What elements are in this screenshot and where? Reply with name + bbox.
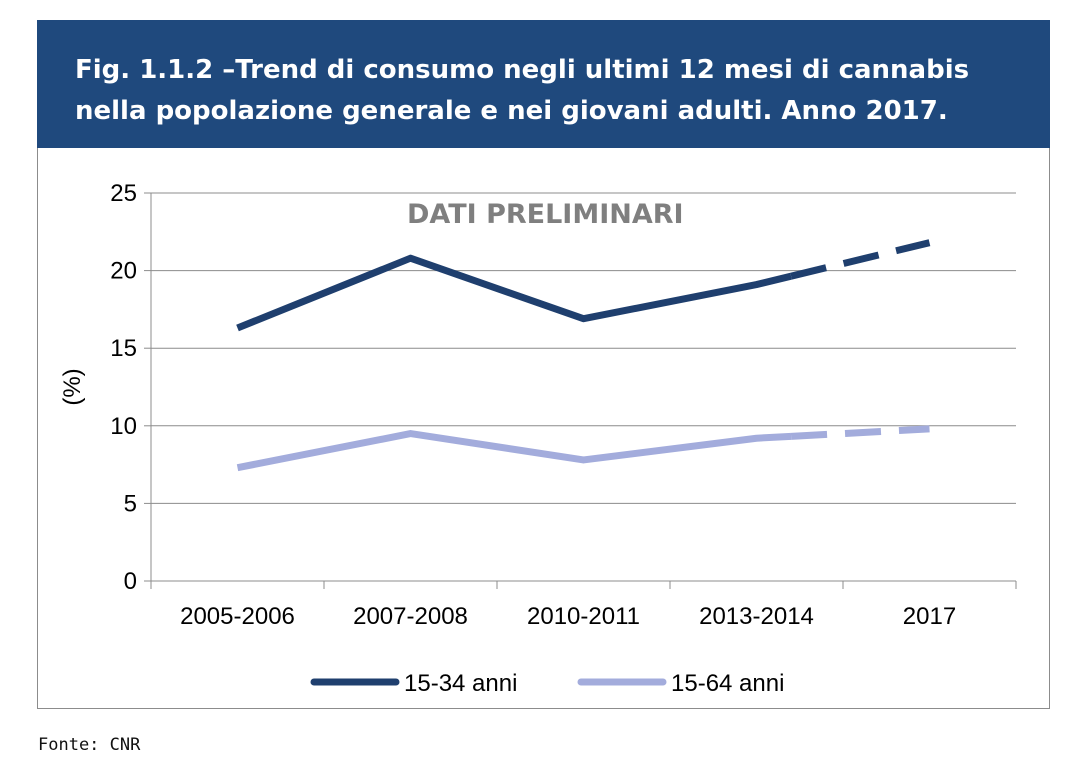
data-point (410, 258, 411, 259)
y-tick-label: 0 (124, 568, 137, 595)
legend-label-0: 15-34 anni (404, 670, 517, 697)
x-tick-label: 2010-2011 (527, 603, 640, 630)
data-point (583, 318, 584, 319)
line-chart: 0 5 10 15 20 25 2005-2006 2007-2008 2010-2011 201… (59, 180, 1017, 697)
chart-title-line-1: Fig. 1.1.2 –Trend di consumo negli ultim… (75, 55, 970, 85)
chart-title-banner: Fig. 1.1.2 –Trend di consumo negli ultim… (37, 20, 1050, 148)
x-tick-label: 2013-2014 (699, 603, 814, 630)
x-tick-label: 2005-2006 (180, 603, 295, 630)
y-tick-label: 15 (110, 335, 137, 362)
source-note: Fonte: CNR (38, 735, 141, 755)
y-tick-label: 25 (110, 180, 137, 207)
x-tick-label: 2017 (903, 603, 956, 630)
data-point (410, 433, 411, 434)
data-point (756, 438, 757, 439)
data-point (237, 328, 238, 329)
y-tick-label: 20 (110, 258, 137, 285)
x-tick-label: 2007-2008 (353, 603, 468, 630)
series-line-0 (236, 254, 792, 332)
y-tick-label: 5 (124, 490, 137, 517)
series-line-1 (236, 430, 792, 472)
chart-title-line-2: nella popolazione generale e nei giovani… (75, 96, 948, 126)
data-point (237, 467, 238, 468)
data-point (583, 459, 584, 460)
data-point (929, 242, 930, 243)
series-line-dashed-0 (790, 239, 931, 280)
legend-label-1: 15-64 anni (671, 670, 784, 697)
data-point (756, 284, 757, 285)
data-point (929, 428, 930, 429)
preliminary-data-annotation: DATI PRELIMINARI (407, 199, 684, 230)
series-line-dashed-1 (790, 425, 930, 440)
chart-frame: 0 5 10 15 20 25 2005-2006 2007-2008 2010-2011 201… (37, 148, 1050, 709)
y-axis-label: (%) (59, 368, 86, 405)
y-tick-label: 10 (110, 413, 137, 440)
